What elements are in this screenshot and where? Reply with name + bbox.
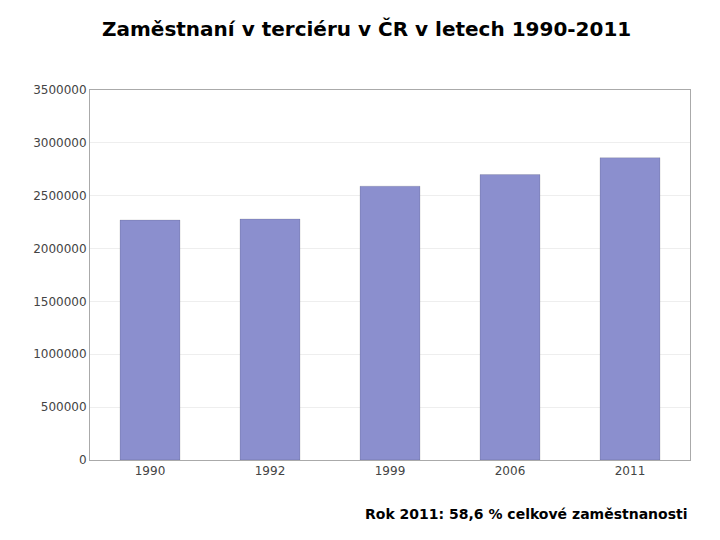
svg-text:2006: 2006: [495, 464, 526, 478]
svg-text:Zaměstnaní v terciéru v ČR v l: Zaměstnaní v terciéru v ČR v letech 1990…: [102, 17, 631, 41]
svg-text:2500000: 2500000: [33, 189, 86, 203]
svg-text:2000000: 2000000: [33, 242, 86, 256]
svg-text:1999: 1999: [375, 464, 406, 478]
svg-text:Rok 2011: 58,6 % celkové zaměs: Rok 2011: 58,6 % celkové zaměstnanosti: [365, 506, 688, 522]
svg-text:1990: 1990: [135, 464, 166, 478]
svg-text:500000: 500000: [41, 400, 87, 414]
svg-text:0: 0: [79, 453, 87, 467]
svg-text:1992: 1992: [255, 464, 286, 478]
svg-text:1000000: 1000000: [33, 347, 86, 361]
svg-text:1500000: 1500000: [33, 295, 86, 309]
svg-text:3000000: 3000000: [33, 136, 86, 150]
svg-text:2011: 2011: [615, 464, 646, 478]
svg-text:3500000: 3500000: [33, 83, 86, 97]
